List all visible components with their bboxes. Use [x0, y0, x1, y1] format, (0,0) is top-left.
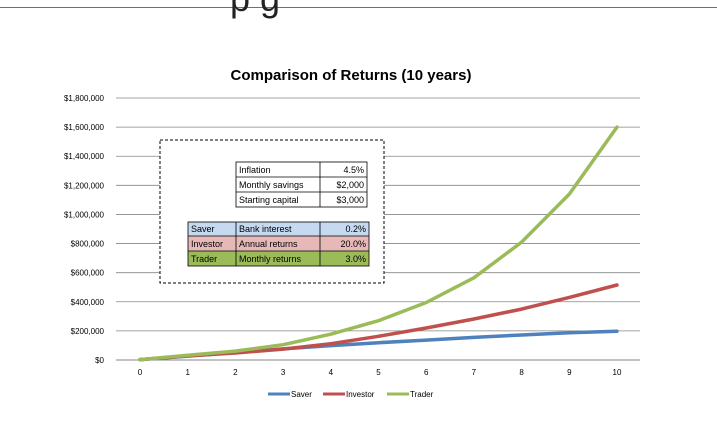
strategy-table: Saver Bank interest 0.2% Investor Annual…	[187, 221, 370, 267]
y-tick-label: $1,800,000	[64, 94, 105, 103]
param-label: Monthly savings	[239, 180, 304, 190]
param-value: $3,000	[336, 195, 364, 205]
series-lines	[138, 125, 619, 362]
chart-title: Comparison of Returns (10 years)	[231, 67, 472, 84]
y-tick-label: $400,000	[71, 298, 105, 307]
y-tick-label: $1,000,000	[64, 210, 105, 219]
strategy-label: Monthly returns	[239, 254, 302, 264]
y-tick-label: $1,400,000	[64, 152, 105, 161]
x-tick-label: 0	[138, 368, 143, 377]
y-tick-label: $1,200,000	[64, 181, 105, 190]
x-tick-label: 6	[424, 368, 429, 377]
strategy-row-bg	[188, 236, 369, 251]
x-tick-label: 7	[472, 368, 477, 377]
heading-fragment: p g	[230, 0, 280, 20]
strategy-name: Saver	[191, 224, 215, 234]
x-tick-label: 10	[613, 368, 622, 377]
y-tick-label: $1,600,000	[64, 123, 105, 132]
x-tick-label: 8	[519, 368, 524, 377]
y-axis-ticks: $0 $200,000 $400,000 $600,000 $800,000 $1,000…	[64, 94, 105, 365]
legend-label-saver: Saver	[291, 390, 312, 399]
param-value: 4.5%	[343, 165, 364, 175]
strategy-name: Trader	[191, 254, 217, 264]
param-label: Starting capital	[239, 195, 299, 205]
y-tick-label: $800,000	[71, 240, 105, 249]
x-tick-label: 3	[281, 368, 286, 377]
x-tick-label: 1	[185, 368, 190, 377]
strategy-row-bg	[188, 251, 369, 266]
param-value: $2,000	[336, 180, 364, 190]
strategy-name: Investor	[191, 239, 223, 249]
legend: Saver Investor Trader	[268, 390, 434, 399]
legend-label-investor: Investor	[346, 390, 375, 399]
x-tick-label: 4	[329, 368, 334, 377]
strategy-value: 20.0%	[340, 239, 366, 249]
strategy-value: 3.0%	[345, 254, 366, 264]
x-tick-label: 5	[376, 368, 381, 377]
y-tick-label: $200,000	[71, 327, 105, 336]
legend-label-trader: Trader	[410, 390, 434, 399]
param-label: Inflation	[239, 165, 271, 175]
x-tick-label: 9	[567, 368, 572, 377]
series-line-trader	[138, 125, 619, 362]
top-rule	[0, 7, 717, 8]
y-tick-label: $0	[95, 356, 104, 365]
strategy-label: Bank interest	[239, 224, 292, 234]
strategy-label: Annual returns	[239, 239, 298, 249]
x-tick-label: 2	[233, 368, 238, 377]
parameters-table: Inflation 4.5% Monthly savings $2,000 St…	[235, 161, 368, 208]
strategy-row-bg	[188, 222, 369, 236]
y-tick-label: $600,000	[71, 269, 105, 278]
strategy-value: 0.2%	[345, 224, 366, 234]
x-axis-ticks: 0 1 2 3 4 5 6 7 8 9 10	[138, 368, 622, 377]
